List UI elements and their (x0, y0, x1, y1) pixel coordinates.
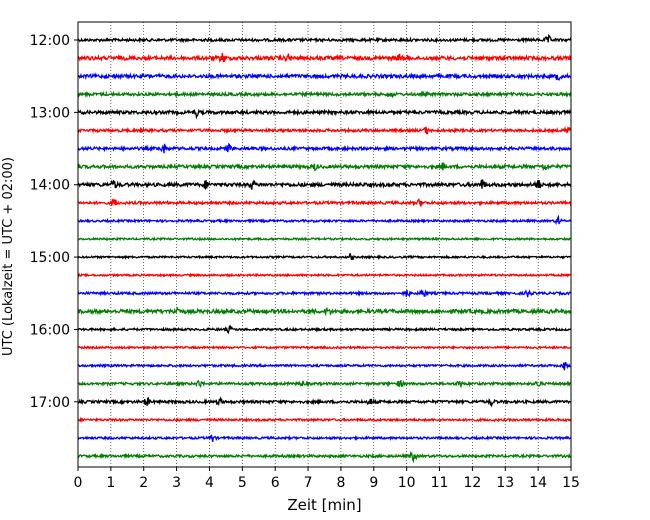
x-tick-label: 15 (562, 475, 580, 491)
y-tick-label: 12:00 (30, 33, 70, 49)
trace-1700 (77, 396, 572, 408)
x-tick-label: 7 (304, 475, 313, 491)
x-tick-label: 12 (463, 475, 481, 491)
y-axis-label: UTC (Lokalzeit = UTC + 02:00) (1, 157, 16, 356)
trace-group (77, 33, 572, 464)
trace-1615 (77, 344, 572, 351)
x-axis-label: Zeit [min] (287, 496, 361, 514)
y-tick-label: 13:00 (30, 105, 70, 121)
trace-1445 (77, 236, 572, 242)
trace-1600 (77, 324, 572, 335)
x-tick-label: 4 (205, 475, 214, 491)
y-axis-ticks: 12:00 13:00 14:00 15:00 16:00 17:00 (30, 33, 78, 411)
y-tick-label: 16:00 (30, 322, 70, 338)
x-tick-label: 14 (529, 475, 547, 491)
trace-1430 (77, 214, 572, 226)
trace-1330 (77, 142, 572, 154)
x-tick-label: 10 (398, 475, 416, 491)
trace-1415 (77, 198, 572, 207)
x-tick-label: 0 (74, 475, 83, 491)
x-tick-label: 6 (271, 475, 280, 491)
x-tick-label: 2 (139, 475, 148, 491)
trace-1630 (77, 361, 572, 371)
trace-1315 (77, 125, 572, 135)
trace-1730 (77, 433, 572, 442)
trace-1645 (77, 379, 572, 389)
trace-1545 (77, 305, 572, 317)
trace-1745 (77, 450, 572, 464)
trace-1515 (77, 272, 572, 278)
y-tick-label: 15:00 (30, 250, 70, 266)
plot-frame (77, 21, 572, 468)
trace-1300 (77, 108, 572, 120)
y-tick-label: 17:00 (30, 395, 70, 411)
trace-1230 (77, 72, 572, 81)
trace-1400 (77, 179, 572, 190)
trace-1500 (77, 253, 572, 261)
trace-1345 (77, 162, 572, 172)
x-tick-label: 9 (369, 475, 378, 491)
grid-lines (110, 22, 539, 467)
x-tick-label: 1 (106, 475, 115, 491)
x-tick-label: 11 (431, 475, 449, 491)
x-tick-label: 5 (238, 475, 247, 491)
trace-1715 (77, 416, 572, 423)
trace-1200 (77, 33, 572, 44)
x-tick-label: 8 (336, 475, 345, 491)
y-tick-label: 14:00 (30, 178, 70, 194)
x-axis-ticks: 0 1 2 3 4 5 6 7 8 9 10 11 12 13 14 15 (74, 467, 580, 491)
x-tick-label: 3 (172, 475, 181, 491)
trace-1215 (77, 52, 572, 64)
x-tick-label: 13 (496, 475, 514, 491)
trace-1530 (77, 288, 572, 298)
trace-1245 (77, 90, 572, 99)
